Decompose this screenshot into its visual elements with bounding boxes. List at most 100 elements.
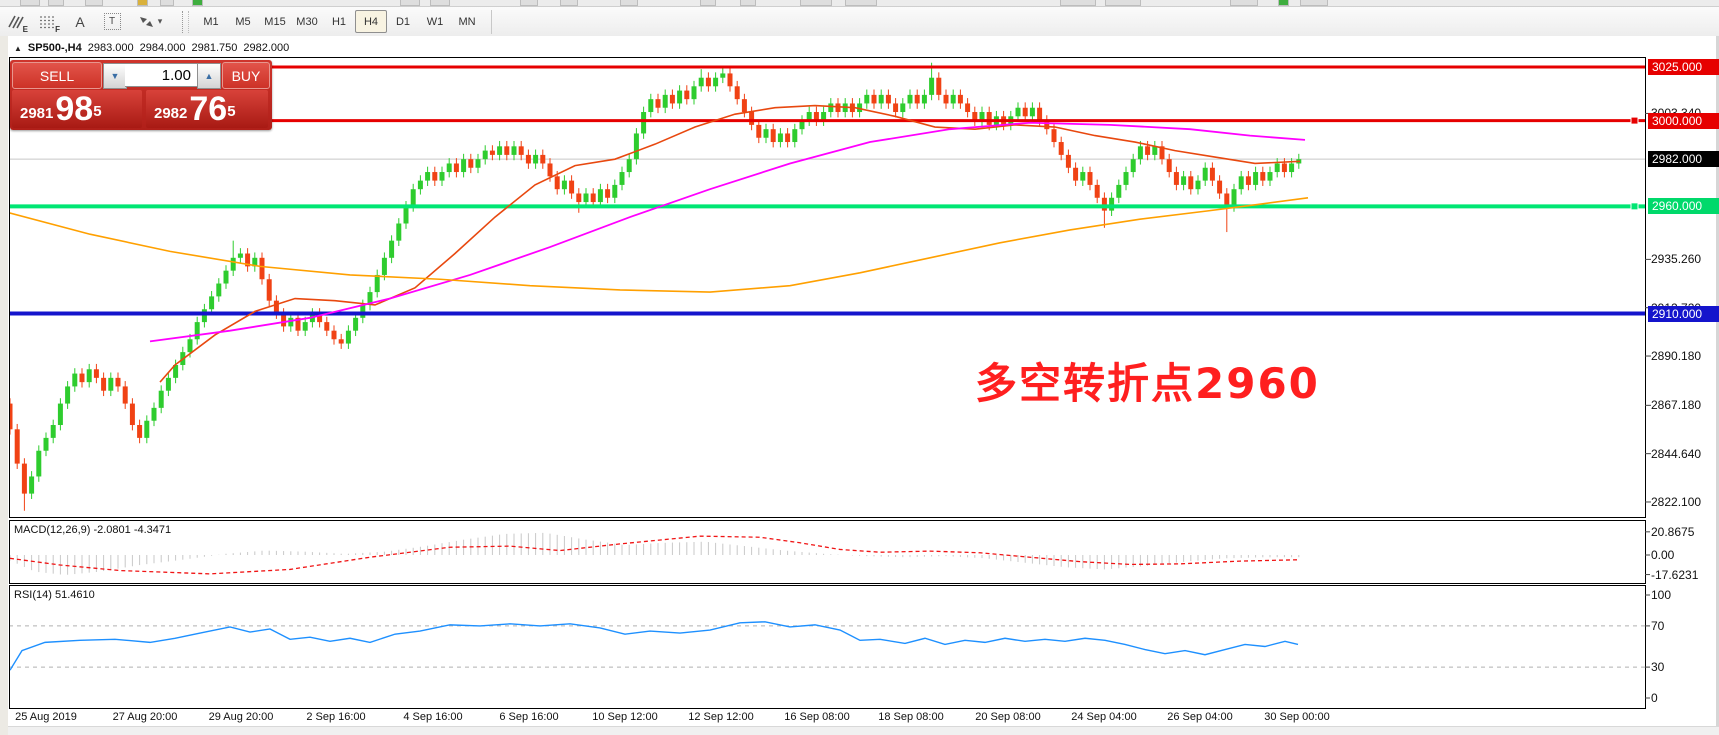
time-tick-label: 18 Sep 08:00 — [878, 711, 944, 723]
buy-button[interactable]: BUY — [222, 62, 270, 89]
clipped-toolbar-button — [520, 0, 538, 6]
toolbar-separator — [491, 9, 492, 34]
macd-tick-label: 0.00 — [1651, 548, 1675, 562]
price-tick-label: 2890.180 — [1651, 349, 1702, 364]
toolbar-grip[interactable] — [182, 10, 189, 33]
clipped-toolbar-button — [137, 0, 148, 6]
rsi-header: RSI(14) 51.4610 — [14, 589, 95, 601]
timeframe-button-d1[interactable]: D1 — [395, 15, 411, 28]
timeframe-button-mn[interactable]: MN — [458, 15, 476, 28]
time-tick-label: 25 Aug 2019 — [15, 711, 77, 723]
ohlc-low: 2981.750 — [191, 42, 238, 54]
time-tick-label: 26 Sep 04:00 — [1167, 711, 1233, 723]
chart-ohlc-header: ▲ SP500-,H4 2983.000 2984.000 2981.750 2… — [14, 41, 289, 55]
clipped-toolbar-button — [1105, 0, 1141, 6]
clipped-toolbar-button — [800, 0, 832, 6]
volume-decrease-button[interactable]: ▼ — [103, 63, 127, 89]
price-tick-label: 2822.100 — [1651, 494, 1702, 509]
rsi-tick-label: 0 — [1651, 691, 1658, 705]
price-badge: 3025.000 — [1648, 59, 1719, 75]
macd-tick-label: -17.6231 — [1651, 567, 1699, 582]
rsi-tick-label: 70 — [1651, 618, 1665, 633]
time-tick-label: 16 Sep 08:00 — [784, 711, 850, 723]
buy-price-small: 2982 — [154, 105, 188, 122]
sell-price-small: 2981 — [20, 105, 54, 122]
fibonacci-icon[interactable]: F — [34, 10, 62, 34]
icon-sub-e: E — [22, 24, 28, 34]
volume-increase-button[interactable]: ▲ — [197, 63, 221, 89]
buy-price-big: 76 — [189, 90, 228, 128]
clipped-toolbar-button — [192, 0, 203, 6]
price-tick-label: 2844.640 — [1651, 446, 1702, 461]
clipped-toolbar-button — [1278, 0, 1289, 6]
ohlc-high: 2984.000 — [139, 42, 186, 54]
time-tick-label: 20 Sep 08:00 — [975, 711, 1041, 723]
price-badge: 3000.000 — [1648, 112, 1719, 129]
time-tick-label: 27 Aug 20:00 — [112, 711, 178, 723]
time-tick-label: 29 Aug 20:00 — [208, 711, 274, 723]
time-tick-label: 24 Sep 04:00 — [1071, 711, 1137, 723]
window-bottom-strip — [8, 726, 1719, 735]
timeframe-button-w1[interactable]: W1 — [426, 15, 444, 28]
clipped-toolbar-button — [1060, 0, 1096, 6]
rsi-tick-label: 30 — [1651, 660, 1665, 675]
price-badge: 2910.000 — [1648, 305, 1719, 322]
buy-price-sup: 5 — [227, 103, 236, 120]
timeframe-button-h4[interactable]: H4 — [355, 10, 387, 33]
clipped-toolbar-button — [620, 0, 638, 6]
time-tick-label: 4 Sep 16:00 — [403, 711, 463, 723]
up-arrow-icon: ▲ — [204, 71, 214, 81]
ohlc-close: 2982.000 — [243, 42, 290, 54]
macd-header: MACD(12,26,9) -2.0801 -4.3471 — [14, 524, 172, 536]
price-tick-label: 2867.180 — [1651, 398, 1702, 413]
elliott-wave-icon[interactable]: E — [2, 10, 30, 34]
symbol-period-label: SP500-,H4 — [27, 42, 82, 54]
sell-price-tile[interactable]: 2981 98 5 — [12, 90, 142, 128]
sell-price-sup: 5 — [93, 103, 102, 120]
clipped-toolbar-button — [400, 0, 420, 6]
time-tick-label: 6 Sep 16:00 — [499, 711, 559, 723]
letter-a-glyph: A — [75, 13, 85, 30]
clipped-toolbar-button — [160, 0, 174, 6]
timeframe-button-h1[interactable]: H1 — [331, 15, 347, 28]
price-tick-label: 2935.260 — [1651, 252, 1702, 267]
clipped-toolbar-button — [430, 0, 450, 6]
clipped-upper-toolbar — [0, 0, 1719, 7]
clipped-toolbar-button — [700, 0, 716, 6]
clipped-toolbar-button — [20, 0, 40, 6]
volume-input[interactable]: 1.00 — [125, 63, 197, 87]
letter-t-glyph: T — [103, 13, 121, 30]
clipped-toolbar-button — [845, 0, 877, 6]
chart-window[interactable] — [8, 36, 1716, 726]
sell-price-big: 98 — [55, 90, 94, 128]
time-tick-label: 30 Sep 00:00 — [1264, 711, 1330, 723]
collapse-icon[interactable]: ▲ — [14, 43, 22, 53]
price-badge: 2982.000 — [1648, 151, 1719, 168]
timeframe-buttons: M1 M5 M15 M30 H1 H4 D1 W1 MN — [195, 10, 483, 33]
clipped-toolbar-button — [85, 0, 103, 6]
icon-sub-f: F — [55, 24, 60, 34]
clipped-toolbar-button — [48, 0, 64, 6]
ohlc-open: 2983.000 — [87, 42, 134, 54]
price-badge: 2960.000 — [1648, 198, 1719, 215]
clipped-toolbar-button — [1230, 0, 1258, 6]
clipped-toolbar-button — [740, 0, 756, 6]
macd-tick-label: 20.8675 — [1651, 524, 1695, 539]
arrow-tools-icon[interactable]: ▾ — [130, 10, 170, 34]
clipped-toolbar-button — [1300, 0, 1328, 6]
sell-button[interactable]: SELL — [12, 62, 102, 89]
down-arrow-icon: ▼ — [110, 71, 120, 81]
timeframe-button-m1[interactable]: M1 — [203, 15, 219, 28]
timeframe-button-m15[interactable]: M15 — [264, 15, 286, 28]
time-tick-label: 2 Sep 16:00 — [306, 711, 366, 723]
dropdown-caret-icon: ▾ — [157, 16, 163, 26]
chart-text-annotation: 多空转折点2960 — [975, 359, 1320, 408]
timeframe-button-m5[interactable]: M5 — [235, 15, 251, 28]
rsi-tick-label: 100 — [1651, 588, 1672, 602]
text-label-icon[interactable]: A — [66, 10, 94, 34]
clipped-toolbar-button — [560, 0, 578, 6]
timeframe-button-m30[interactable]: M30 — [296, 15, 318, 28]
buy-price-tile[interactable]: 2982 76 5 — [146, 90, 268, 128]
text-box-icon[interactable]: T — [98, 10, 126, 34]
